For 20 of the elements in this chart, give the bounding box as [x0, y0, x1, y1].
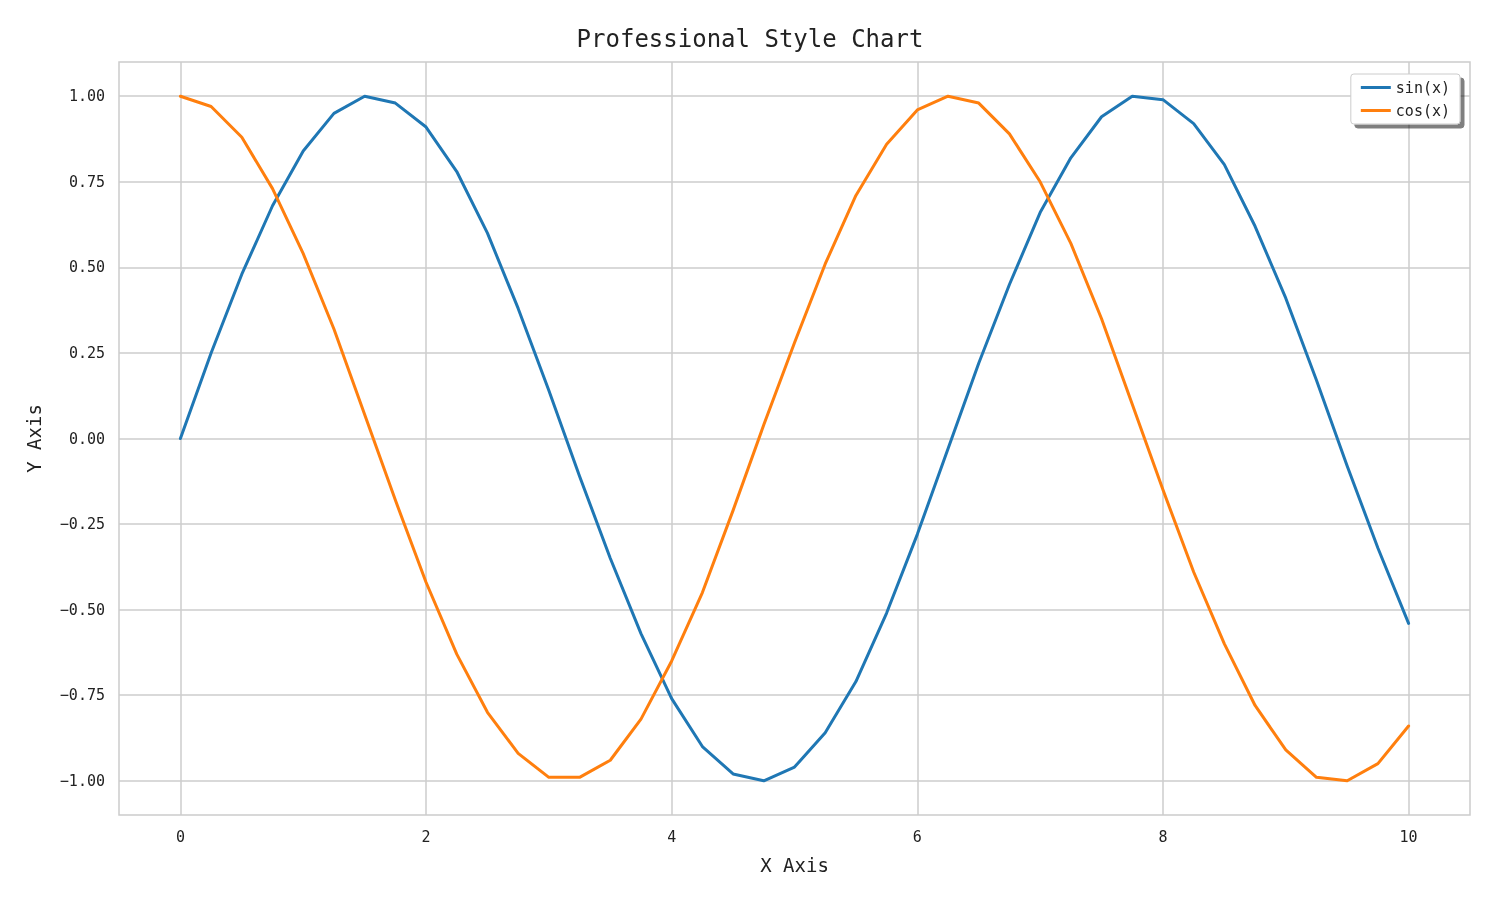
y-tick-label: −0.50: [59, 600, 105, 619]
x-tick-label: 4: [667, 827, 677, 846]
y-tick-label: 0.75: [68, 172, 105, 191]
y-tick-label: −1.00: [59, 771, 105, 790]
y-tick-label: 0.50: [68, 258, 105, 277]
x-axis-title: X Axis: [760, 853, 829, 876]
x-tick-label: 2: [421, 827, 431, 846]
legend-label: sin(x): [1395, 78, 1450, 97]
y-tick-label: −0.25: [59, 515, 105, 534]
x-tick-label: 8: [1158, 827, 1168, 846]
x-tick-label: 6: [912, 827, 922, 846]
legend-label: cos(x): [1395, 101, 1450, 120]
y-tick-label: 0.00: [68, 429, 105, 448]
y-tick-label: −0.75: [59, 686, 105, 705]
y-axis-title: Y Axis: [22, 404, 45, 473]
x-tick-label: 0: [175, 827, 185, 846]
y-tick-label: 1.00: [68, 87, 105, 106]
chart-title: Professional Style Chart: [576, 25, 924, 53]
y-tick-label: 0.25: [68, 343, 105, 362]
x-tick-label: 10: [1399, 827, 1418, 846]
